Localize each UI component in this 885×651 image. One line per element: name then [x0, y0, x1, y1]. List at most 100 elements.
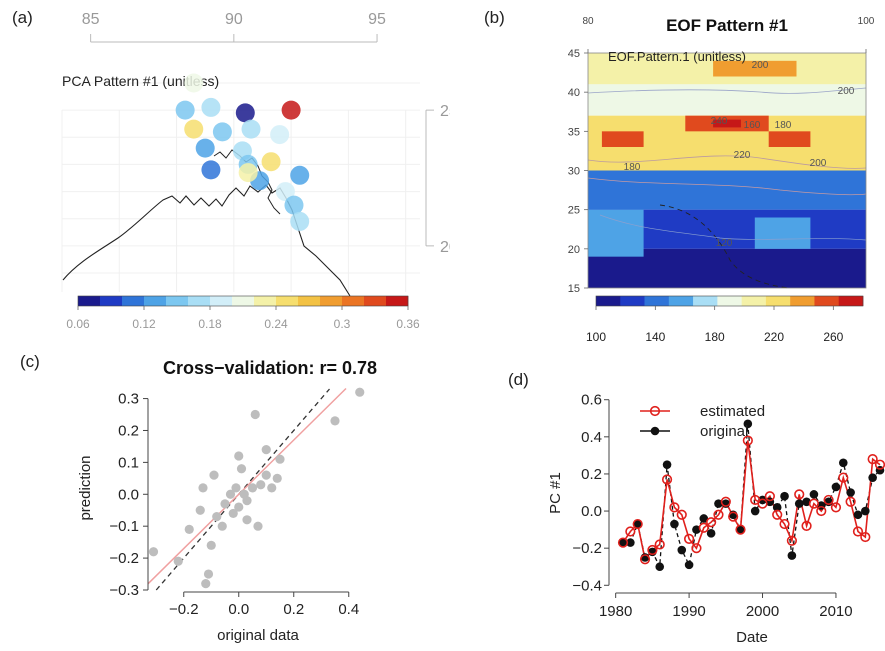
- panel-b-colorbar-tick-label: 180: [705, 330, 725, 344]
- panel-c-data-point: [234, 502, 244, 512]
- panel-d-original-point: [809, 490, 819, 499]
- panel-d-original-point: [838, 458, 848, 468]
- panel-d-original-point: [772, 503, 782, 512]
- panel-b-contour-label: 180: [624, 162, 641, 173]
- panel-d-estimated-point: [794, 489, 805, 500]
- panel-b-contour: [587, 155, 867, 169]
- panel-c-y-tick-label: 0.1: [118, 454, 139, 471]
- panel-a-colorbar-swatch: [386, 296, 409, 306]
- panel-a-colorbar-swatch: [144, 296, 167, 306]
- panel-a-coastline: [62, 184, 351, 297]
- panel-d-original-point: [787, 551, 797, 560]
- panel-c-data-point: [253, 521, 263, 531]
- panel-b-colorbar-swatch: [838, 296, 864, 306]
- panel-d-x-tick-label: 2010: [819, 603, 852, 620]
- panel-label-d: (d): [508, 370, 529, 389]
- panel-b-subtitle: EOF.Pattern.1 (unitless): [608, 49, 746, 64]
- panel-c-data-point: [234, 451, 244, 461]
- panel-a-colorbar-swatch: [188, 296, 211, 306]
- panel-d-original-point: [750, 506, 760, 516]
- panel-a-colorbar-swatch: [232, 296, 255, 306]
- panel-b-colorbar-swatch: [741, 296, 767, 306]
- panel-d-estimated-point: [764, 491, 775, 502]
- panel-c-data-point: [250, 409, 260, 420]
- panel-c-title: Cross−validation: r= 0.78: [163, 358, 377, 378]
- panel-label-a: (a): [12, 8, 33, 27]
- panel-d-estimated-point: [625, 526, 636, 537]
- panel-a-colorbar-swatch: [100, 296, 123, 306]
- panel-b-contour-label: 240: [711, 116, 728, 127]
- panel-d-estimated-point: [632, 518, 643, 530]
- panel-d-estimated-point: [654, 539, 665, 550]
- panel-b-colorbar-swatch: [765, 296, 791, 306]
- panel-c-y-tick-label: −0.3: [109, 582, 139, 599]
- panel-d-estimated-point: [691, 543, 702, 554]
- panel-d-original-point: [714, 499, 723, 508]
- panel-c-data-point: [231, 483, 241, 493]
- panel-a-station-point: [201, 97, 221, 117]
- panel-d-original-point: [794, 499, 804, 508]
- panel-a-title: PCA Pattern #1 (unitless): [62, 73, 219, 89]
- panel-c-data-point: [256, 480, 266, 490]
- panel-d-original-point: [699, 514, 709, 523]
- panel-c-data-point: [217, 521, 227, 531]
- panel-d-original-point: [853, 510, 863, 520]
- panel-d-estimated-point: [706, 517, 717, 528]
- panel-c-data-point: [247, 483, 258, 493]
- panel-d-y-tick-label: 0.2: [581, 466, 602, 483]
- panel-c-x-tick-label: −0.2: [169, 601, 199, 618]
- panel-a-colorbar-swatch: [298, 296, 321, 306]
- panel-c-x-tick-label: 0.4: [338, 601, 359, 618]
- panel-c-x-tick-label: 0.2: [283, 601, 304, 618]
- panel-d-legend-label: original: [700, 423, 748, 440]
- panel-d-estimated-point: [757, 498, 768, 509]
- panel-c-y-tick-label: −0.2: [109, 550, 139, 567]
- panel-b-y-tick-label: 45: [568, 48, 580, 60]
- panel-d-estimated-point: [661, 474, 673, 485]
- panel-d-original-point: [743, 419, 753, 429]
- panel-c-fit-line: [147, 387, 347, 585]
- panel-c-data-point: [267, 483, 277, 493]
- panel-d-pc-timeseries: −0.4 −0.2 0.0 0.2 0.4 0.6 1980 1990 2000 2010 Date…: [547, 392, 885, 646]
- panel-a-station-point: [238, 163, 258, 183]
- panel-d-original-point: [670, 519, 679, 529]
- panel-d-original-point: [662, 460, 672, 469]
- panel-a-colorbar-swatch: [210, 296, 233, 306]
- panel-d-estimated-point: [786, 535, 797, 546]
- panel-b-colorbar-tick-label: 220: [764, 330, 784, 344]
- panel-d-y-tick-label: 0.0: [581, 503, 602, 520]
- panel-b-contour-label: 200: [838, 86, 855, 97]
- panel-b-field-region: [588, 209, 644, 257]
- panel-d-original-point: [780, 491, 789, 501]
- panel-d-x-tick-label: 1980: [599, 603, 632, 620]
- panel-c-y-tick-label: 0.3: [118, 391, 139, 408]
- panel-b-field-region: [601, 131, 644, 147]
- panel-a-station-point: [235, 103, 255, 123]
- panel-a-right-tick-label: 25: [440, 103, 450, 120]
- panel-b-field-region: [713, 119, 741, 128]
- panel-c-data-point: [242, 515, 252, 525]
- panel-a-colorbar-swatch: [342, 296, 365, 306]
- panel-b-field-region: [588, 84, 866, 116]
- panel-c-data-point: [261, 470, 271, 480]
- panel-d-y-tick-label: 0.6: [581, 392, 602, 409]
- panel-b-contour-label: 160: [744, 120, 761, 131]
- panel-c-data-point: [228, 508, 238, 519]
- panel-d-estimated-point: [742, 435, 753, 446]
- panel-d-estimated-point: [801, 520, 812, 532]
- panel-b-y-tick-label: 15: [568, 283, 580, 295]
- panel-c-data-point: [236, 464, 247, 474]
- panel-d-original-line: [623, 423, 881, 570]
- panel-b-y-tick-label: 25: [568, 205, 580, 217]
- panel-a-station-point: [184, 73, 204, 93]
- panel-c-data-point: [209, 470, 219, 480]
- panel-d-estimated-point: [852, 526, 864, 537]
- panel-b-contour-label: 180: [775, 120, 792, 131]
- panel-d-estimated-line: [622, 440, 881, 562]
- panel-a-top-tick-label: 90: [225, 11, 243, 28]
- panel-label-c: (c): [20, 352, 40, 371]
- panel-b-field-region: [588, 170, 866, 210]
- panel-b-colorbar-frame: [595, 295, 864, 307]
- panel-a-station-point: [184, 119, 204, 139]
- panel-c-y-axis-label: prediction: [77, 455, 94, 520]
